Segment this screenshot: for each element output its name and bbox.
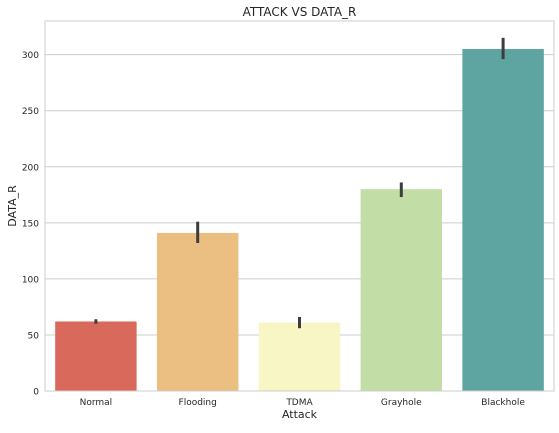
y-tick-label: 50 [28,331,40,341]
y-tick-labels: 0 50 100 150 200 250 300 [22,51,39,397]
y-tick-label: 0 [33,388,39,398]
x-tick-labels: Normal Flooding TDMA Grayhole Blackhole [80,398,526,408]
x-tick-label: Flooding [179,398,217,408]
axes-frame [44,20,555,392]
y-tick-label: 100 [22,275,39,285]
chart-title: ATTACK VS DATA_R [243,5,357,19]
y-tick-label: 300 [22,51,39,61]
y-tick-label: 250 [22,107,39,117]
y-tick-label: 150 [22,219,39,229]
bar-tdma [258,322,341,391]
bar-blackhole [462,49,544,391]
y-tick-label: 200 [22,163,39,173]
x-tick-label: Grayhole [381,398,422,408]
x-axis-label: Attack [282,408,318,421]
x-tick-label: TDMA [285,398,313,408]
bar-grayhole [360,189,443,391]
y-axis-label: DATA_R [6,185,19,227]
bars [55,49,544,391]
x-tick-label: Blackhole [481,398,525,408]
bar-flooding [156,232,239,391]
bar-normal [55,321,137,391]
error-bars [94,37,505,329]
x-tick-label: Normal [80,398,113,408]
